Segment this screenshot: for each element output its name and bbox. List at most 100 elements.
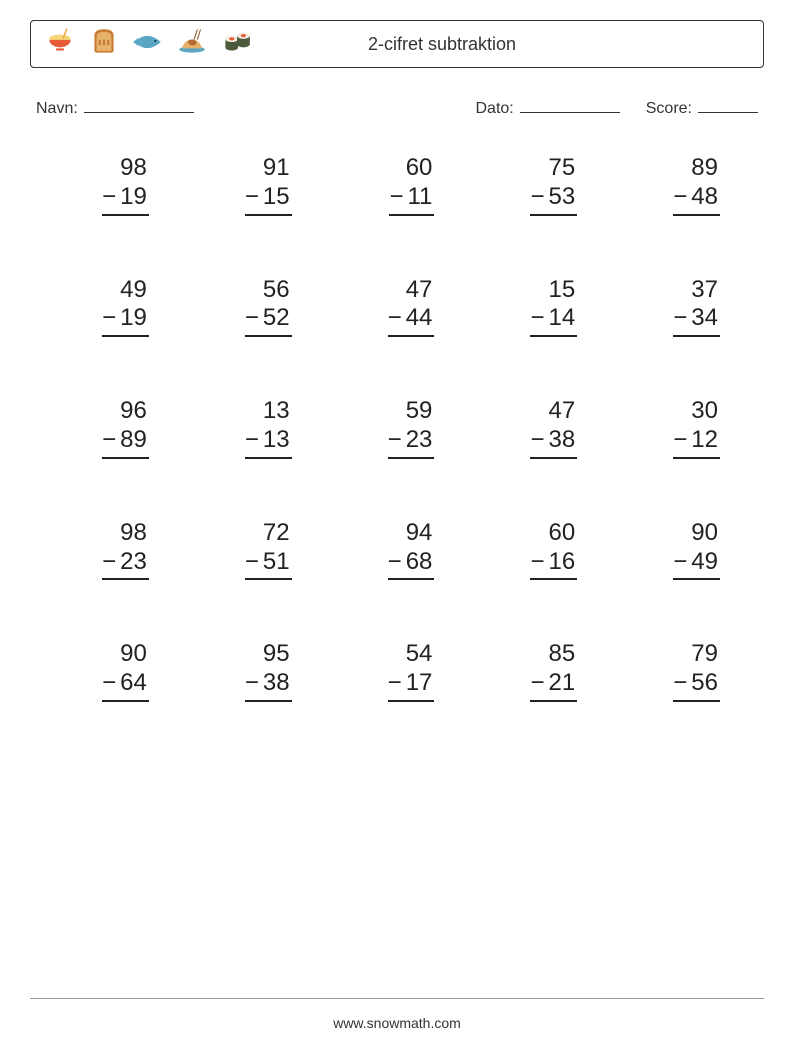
- minus-operator: −: [388, 548, 402, 577]
- subtrahend: 19: [120, 183, 147, 212]
- subtraction-problem: 94−68: [326, 519, 469, 581]
- subtrahend-row: −17: [388, 669, 435, 702]
- subtrahend: 68: [406, 548, 433, 577]
- minuend: 75: [548, 154, 577, 183]
- minus-operator: −: [530, 304, 544, 333]
- worksheet-title: 2-cifret subtraktion: [253, 34, 751, 55]
- subtrahend: 48: [691, 183, 718, 212]
- minus-operator: −: [673, 426, 687, 455]
- minus-operator: −: [245, 304, 259, 333]
- minuend: 98: [120, 519, 149, 548]
- subtraction-problem: 98−19: [40, 154, 183, 216]
- subtraction-problem: 30−12: [611, 397, 754, 459]
- subtrahend: 38: [263, 669, 290, 698]
- subtrahend: 19: [120, 304, 147, 333]
- minus-operator: −: [388, 304, 402, 333]
- subtrahend: 11: [407, 183, 432, 212]
- date-label: Dato:: [476, 100, 514, 118]
- subtrahend-row: −48: [673, 183, 720, 216]
- subtrahend-row: −51: [245, 548, 292, 581]
- subtrahend-row: −19: [102, 183, 149, 216]
- minuend: 79: [691, 640, 720, 669]
- subtraction-problem: 90−49: [611, 519, 754, 581]
- minuend: 89: [691, 154, 720, 183]
- minus-operator: −: [530, 183, 544, 212]
- subtrahend-row: −53: [530, 183, 577, 216]
- minuend: 15: [548, 276, 577, 305]
- minuend: 49: [120, 276, 149, 305]
- subtrahend: 21: [548, 669, 575, 698]
- subtrahend-row: −44: [388, 304, 435, 337]
- minuend: 54: [406, 640, 435, 669]
- subtraction-problem: 54−17: [326, 640, 469, 702]
- subtrahend-row: −49: [673, 548, 720, 581]
- name-field: Navn:: [36, 98, 194, 118]
- subtraction-problem: 91−15: [183, 154, 326, 216]
- name-blank[interactable]: [84, 98, 194, 113]
- subtraction-problem: 60−11: [326, 154, 469, 216]
- subtrahend-row: −38: [530, 426, 577, 459]
- minus-operator: −: [102, 304, 116, 333]
- minus-operator: −: [102, 548, 116, 577]
- subtrahend-row: −19: [102, 304, 149, 337]
- subtrahend-row: −11: [389, 183, 434, 216]
- minuend: 90: [120, 640, 149, 669]
- minuend: 37: [691, 276, 720, 305]
- subtrahend: 52: [263, 304, 290, 333]
- subtrahend: 34: [691, 304, 718, 333]
- subtrahend-row: −56: [673, 669, 720, 702]
- subtrahend-row: −21: [530, 669, 577, 702]
- subtrahend: 15: [263, 183, 290, 212]
- sushi-icon: [219, 25, 253, 64]
- problems-grid: 98−1991−1560−1175−5389−4849−1956−5247−44…: [30, 154, 764, 702]
- pancake-icon: [175, 25, 209, 64]
- date-score-fields: Dato: Score:: [476, 98, 759, 118]
- minus-operator: −: [245, 548, 259, 577]
- subtrahend: 89: [120, 426, 147, 455]
- minuend: 95: [263, 640, 292, 669]
- subtrahend-row: −23: [102, 548, 149, 581]
- subtrahend-row: −52: [245, 304, 292, 337]
- minus-operator: −: [530, 426, 544, 455]
- minus-operator: −: [102, 183, 116, 212]
- minus-operator: −: [388, 426, 402, 455]
- subtraction-problem: 90−64: [40, 640, 183, 702]
- minuend: 72: [263, 519, 292, 548]
- minuend: 98: [120, 154, 149, 183]
- minuend: 30: [691, 397, 720, 426]
- header-box: 2-cifret subtraktion: [30, 20, 764, 68]
- minuend: 90: [691, 519, 720, 548]
- subtrahend: 13: [263, 426, 290, 455]
- subtrahend-row: −16: [530, 548, 577, 581]
- minus-operator: −: [530, 669, 544, 698]
- minus-operator: −: [673, 304, 687, 333]
- header-icons: [43, 25, 253, 64]
- subtraction-problem: 72−51: [183, 519, 326, 581]
- minuend: 59: [406, 397, 435, 426]
- minuend: 85: [548, 640, 577, 669]
- subtrahend: 16: [548, 548, 575, 577]
- minuend: 56: [263, 276, 292, 305]
- subtraction-problem: 59−23: [326, 397, 469, 459]
- score-label: Score:: [646, 100, 692, 118]
- subtraction-problem: 79−56: [611, 640, 754, 702]
- subtrahend: 12: [691, 426, 718, 455]
- minus-operator: −: [102, 426, 116, 455]
- subtrahend: 64: [120, 669, 147, 698]
- subtrahend-row: −23: [388, 426, 435, 459]
- minus-operator: −: [102, 669, 116, 698]
- score-blank[interactable]: [698, 98, 758, 113]
- subtraction-problem: 37−34: [611, 276, 754, 338]
- minuend: 91: [263, 154, 292, 183]
- subtrahend: 17: [406, 669, 433, 698]
- date-blank[interactable]: [520, 98, 620, 113]
- subtrahend: 53: [548, 183, 575, 212]
- footer-divider: [30, 998, 764, 999]
- minus-operator: −: [673, 183, 687, 212]
- subtrahend: 23: [406, 426, 433, 455]
- rice-bowl-icon: [43, 25, 77, 64]
- subtraction-problem: 95−38: [183, 640, 326, 702]
- subtraction-problem: 96−89: [40, 397, 183, 459]
- minus-operator: −: [245, 426, 259, 455]
- subtraction-problem: 13−13: [183, 397, 326, 459]
